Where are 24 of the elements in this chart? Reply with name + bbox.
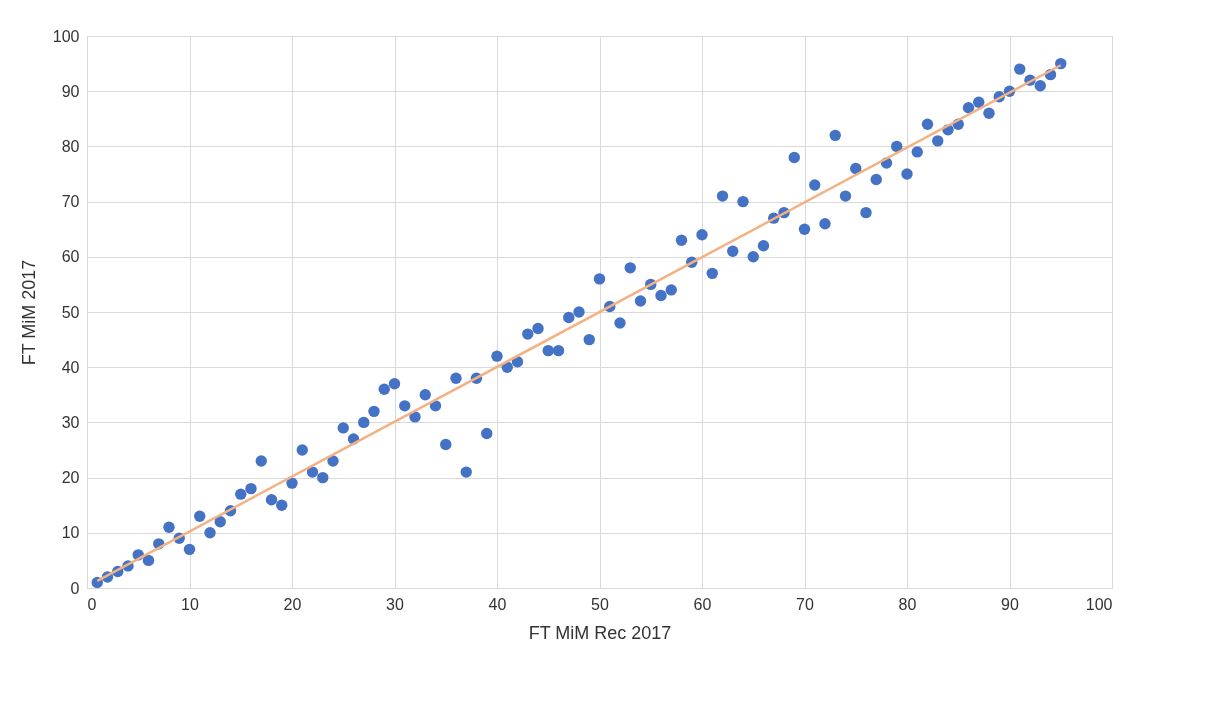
y-tick-label: 80 — [61, 137, 80, 155]
y-tick-label: 20 — [61, 469, 80, 487]
x-tick-label: 10 — [181, 595, 199, 613]
x-tick-label: 40 — [488, 595, 507, 613]
x-tick-label: 70 — [796, 595, 814, 613]
y-tick-label: 60 — [61, 248, 80, 266]
y-tick-label: 90 — [61, 82, 80, 100]
y-tick-label: 70 — [61, 193, 80, 211]
x-tick-label: 30 — [386, 595, 404, 613]
x-tick-label: 50 — [591, 595, 609, 613]
y-tick-label: 50 — [61, 303, 80, 321]
y-tick-label: 0 — [70, 579, 80, 597]
x-tick-label: 80 — [898, 595, 917, 613]
x-tick-label: 90 — [1001, 595, 1019, 613]
x-tick-label: 100 — [1085, 595, 1113, 613]
x-tick-label: 0 — [87, 595, 97, 613]
y-tick-label: 10 — [61, 524, 80, 542]
y-axis-title: FT MiM 2017 — [18, 259, 39, 366]
y-tick-label: 30 — [61, 413, 80, 431]
x-axis-title: FT MiM Rec 2017 — [528, 622, 672, 643]
x-tick-label: 60 — [693, 595, 712, 613]
y-tick-label: 40 — [61, 358, 80, 376]
x-tick-label: 20 — [283, 595, 302, 613]
y-tick-label: 100 — [52, 27, 80, 45]
